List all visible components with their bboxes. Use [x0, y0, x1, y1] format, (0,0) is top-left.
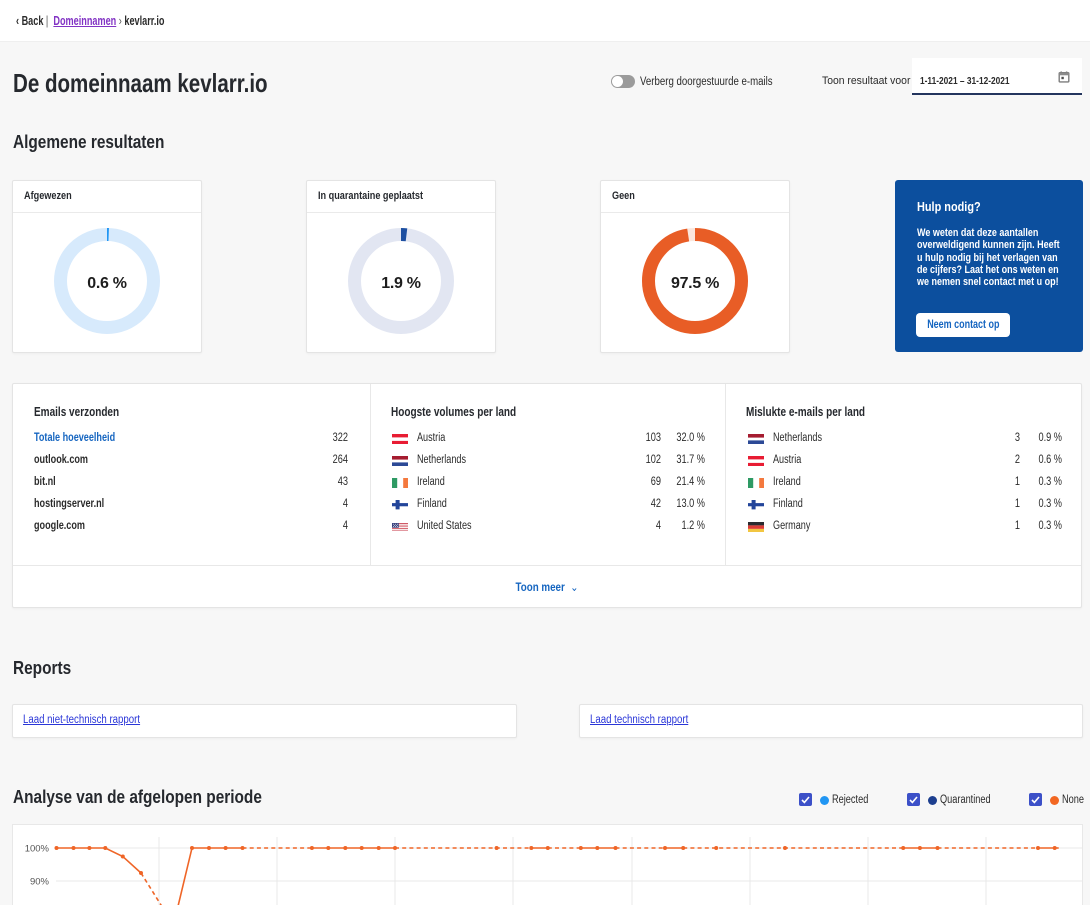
- svg-text:90%: 90%: [30, 877, 50, 888]
- svg-text:100%: 100%: [25, 844, 50, 855]
